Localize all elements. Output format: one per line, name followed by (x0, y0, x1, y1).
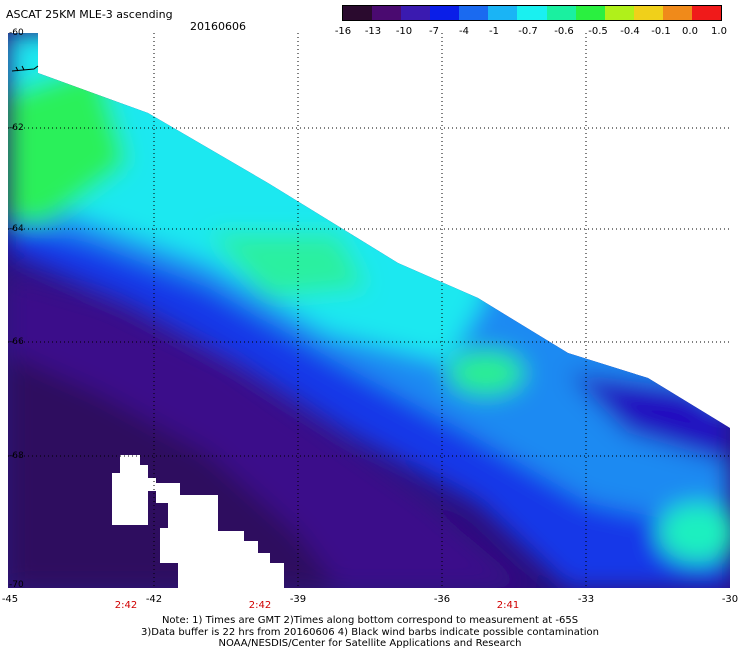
colorbar-label: -13 (364, 26, 382, 37)
colorbar-label: -4 (459, 26, 469, 37)
graticule (8, 33, 730, 588)
time-label: 2:42 (248, 600, 272, 611)
lat-label: -66 (9, 337, 24, 347)
data-gaps (112, 455, 284, 588)
colorbar-segment (633, 6, 663, 20)
colorbar-label: -10 (395, 26, 413, 37)
colorbar-segment (372, 6, 402, 20)
colorbar-label: 1.0 (711, 26, 727, 37)
colorbar-segment (662, 6, 692, 20)
wind-barbs (11, 65, 39, 72)
band-cyan-east (658, 503, 730, 563)
time-label: 2:42 (114, 600, 138, 611)
colorbar-segment (517, 6, 547, 20)
lon-label: -45 (1, 594, 19, 605)
footnote-line: 3)Data buffer is 22 hrs from 20160606 4)… (141, 627, 599, 638)
colorbar-segment (546, 6, 576, 20)
wind-field-map (8, 33, 730, 588)
footnote-line: Note: 1) Times are GMT 2)Times along bot… (161, 615, 579, 626)
lat-label: -64 (9, 224, 24, 234)
colorbar-label: -1 (489, 26, 499, 37)
colorbar-label: -16 (334, 26, 352, 37)
lon-label: -33 (577, 594, 595, 605)
band-green-west (8, 63, 128, 223)
colorbar-label: 0.0 (682, 26, 698, 37)
colorbar-label: -0.7 (518, 26, 538, 37)
wind-barb (11, 65, 39, 72)
colorbar-segment (604, 6, 634, 20)
colorbar-label: -7 (429, 26, 439, 37)
colorbar-segment (459, 6, 489, 20)
map-area (8, 33, 730, 588)
colorbar-segment (401, 6, 431, 20)
colorbar-label: -0.1 (651, 26, 671, 37)
colorbar-segment (691, 6, 722, 20)
lon-label: -42 (145, 594, 163, 605)
lon-label: -36 (433, 594, 451, 605)
band-green-mid (208, 233, 368, 298)
time-label: 2:41 (496, 600, 520, 611)
colorbar-segment (575, 6, 605, 20)
map-title: ASCAT 25KM MLE-3 ascending (6, 8, 173, 21)
colorbar-segment (488, 6, 518, 20)
band-green-east (448, 351, 524, 395)
wind-field-pattern (8, 33, 730, 588)
colorbar-label: -0.5 (588, 26, 608, 37)
colorbar-label: -0.6 (554, 26, 574, 37)
footnote-line: NOAA/NESDIS/Center for Satellite Applica… (218, 638, 522, 649)
data-gap (112, 455, 156, 525)
data-gap (156, 483, 284, 588)
lon-label: -39 (289, 594, 307, 605)
lat-label: -60 (9, 28, 24, 38)
colorbar-label: -0.4 (620, 26, 640, 37)
lat-label: -68 (9, 451, 24, 461)
lon-label: -30 (721, 594, 739, 605)
colorbar (342, 5, 722, 21)
map-date: 20160606 (190, 20, 246, 33)
lat-label: -70 (9, 580, 24, 590)
colorbar-segment (430, 6, 460, 20)
band-dark-purple (8, 353, 338, 588)
lat-label: -62 (9, 123, 24, 133)
colorbar-segment (343, 6, 373, 20)
